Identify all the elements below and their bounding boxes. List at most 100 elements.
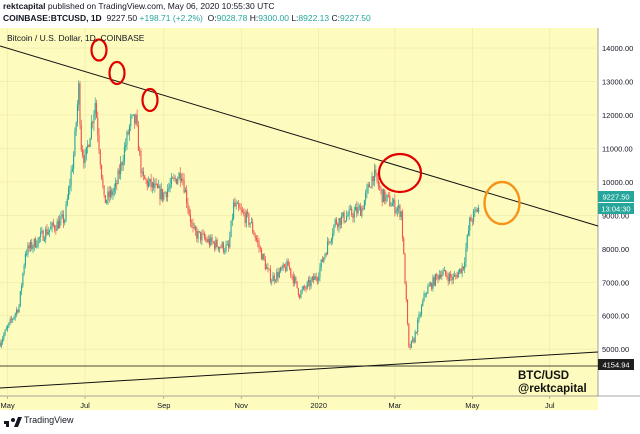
time-tick-label: May (465, 401, 479, 410)
candle-body (211, 237, 213, 242)
candle-body (377, 181, 379, 187)
candle-body (235, 203, 237, 207)
candle-body (56, 221, 58, 231)
chart-area[interactable]: 14000.00 13000.00 12000.00 11000.00 10000.00… (0, 28, 640, 410)
candle-body (283, 264, 285, 267)
candle-body (466, 235, 468, 248)
candle-body (299, 294, 301, 298)
candle-body (429, 283, 431, 286)
candle-body (202, 233, 204, 235)
candle-body (447, 277, 449, 282)
candle-body (37, 237, 39, 246)
candle-body (278, 271, 280, 278)
candle-body (19, 290, 21, 306)
candle-body (360, 206, 362, 216)
candle-body (167, 189, 169, 198)
price-tick-label: 7000.00 (602, 278, 629, 287)
candle-body (438, 274, 440, 280)
candle-body (28, 245, 30, 249)
candle-body (10, 319, 12, 321)
high-value: 9300.00 (258, 13, 289, 23)
candle-body (182, 178, 184, 180)
candle-body (74, 130, 76, 156)
candle-body (273, 275, 275, 281)
tradingview-brand: TradingView (24, 415, 74, 425)
candle-body (90, 122, 92, 139)
last-price-tag (598, 191, 634, 202)
symbol-quote-line: COINBASE:BTCUSD, 1D 9227.50 +198.71 (+2.… (3, 13, 371, 23)
candle-body (292, 275, 294, 284)
candle-body (178, 172, 180, 179)
candle-body (313, 276, 315, 281)
candle-body (426, 293, 428, 295)
candle-body (327, 241, 329, 255)
candle-body (191, 221, 193, 224)
candle-body (59, 219, 61, 229)
candle-body (66, 198, 68, 205)
candle-body (179, 172, 181, 181)
candle-body (0, 342, 2, 347)
candle-body (1, 338, 4, 343)
candle-body (252, 222, 254, 232)
candle-body (106, 200, 108, 204)
candle-body (233, 202, 235, 219)
candle-body (131, 115, 133, 117)
candle-body (222, 242, 225, 252)
candle-body (98, 134, 100, 151)
candle-body (109, 190, 112, 197)
candle-body (266, 267, 268, 270)
candle-body (354, 207, 357, 211)
candle-body (18, 305, 20, 313)
candle-body (304, 286, 306, 289)
candle-body (146, 180, 148, 187)
highlight-circle-red (141, 87, 159, 113)
candle-body (445, 270, 447, 275)
candle-body (361, 208, 363, 216)
change-value: +198.71 (+2.2%) (139, 13, 203, 23)
candle-body (160, 188, 162, 200)
price-tick-label: 9000.00 (602, 211, 629, 220)
symbol-label: COINBASE:BTCUSD, 1D (3, 13, 102, 23)
candle-body (404, 253, 406, 284)
candle-body (459, 268, 461, 272)
candle-body (311, 276, 313, 280)
candle-body (342, 212, 344, 217)
highlight-circle-red (377, 152, 423, 194)
candle-body (197, 231, 199, 239)
candle-body (38, 237, 40, 239)
candle-body (29, 241, 32, 249)
candle-body (236, 203, 238, 204)
candle-body (132, 114, 134, 116)
candle-body (450, 274, 452, 278)
candle-body (45, 229, 47, 240)
candle-body (207, 238, 209, 242)
candle-body (259, 247, 261, 249)
candle-body (319, 267, 321, 278)
candle-body (123, 147, 125, 162)
time-axis-ticks: May Jul Sep Nov 2020 Mar May Jul (1, 396, 555, 410)
candle-body (189, 214, 191, 222)
candle-body (453, 275, 456, 277)
candle-body (225, 244, 227, 252)
candle-body (78, 83, 80, 105)
candlestick-chart[interactable]: 14000.00 13000.00 12000.00 11000.00 10000.00… (0, 28, 640, 410)
candle-body (101, 164, 103, 179)
candle-body (410, 340, 412, 348)
candle-body (245, 211, 247, 224)
candle-body (400, 211, 402, 217)
candle-body (334, 219, 336, 226)
candle-body (271, 281, 273, 283)
candle-body (442, 271, 444, 275)
candle-body (389, 195, 391, 207)
candle-body (418, 314, 420, 320)
candle-body (401, 211, 404, 239)
candle-body (332, 233, 334, 240)
candle-body (0, 342, 1, 347)
candle-body (17, 310, 19, 313)
candle-body (4, 330, 6, 335)
candle-body (403, 238, 405, 254)
candle-body (240, 209, 242, 211)
candle-body (451, 277, 453, 281)
candle-body (301, 289, 303, 292)
candle-body (288, 265, 291, 269)
